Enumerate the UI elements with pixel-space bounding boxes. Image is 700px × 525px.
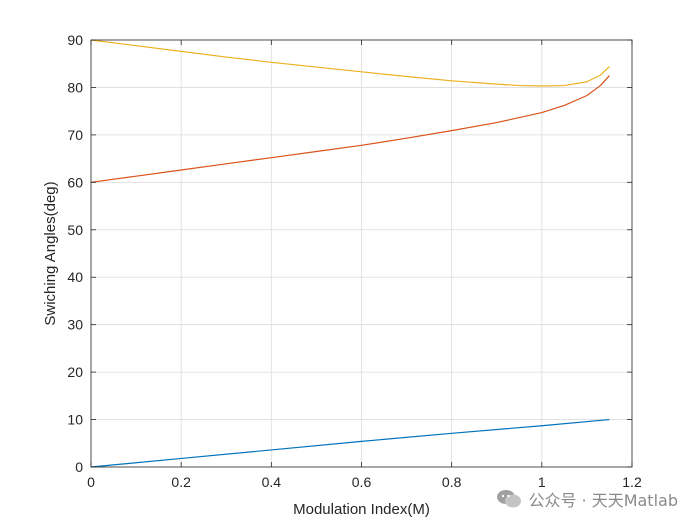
x-tick-label: 0.4: [262, 474, 282, 490]
y-tick-label: 10: [67, 412, 83, 428]
watermark-text: 公众号 · 天天Matlab: [528, 491, 678, 510]
wechat-icon: [497, 490, 522, 508]
x-tick-label: 0.6: [352, 474, 372, 490]
y-tick-label: 80: [67, 79, 83, 95]
y-tick-label: 30: [67, 317, 83, 333]
watermark: 公众号 · 天天Matlab: [496, 487, 678, 511]
series-lines: [90, 39, 610, 468]
series-line-3: [90, 39, 610, 87]
y-tick-label: 50: [67, 222, 83, 238]
x-tick-label: 1: [538, 474, 546, 490]
series-line-1: [90, 418, 610, 468]
x-tick-label: 0: [87, 474, 95, 490]
x-tick-label: 1.2: [622, 474, 642, 490]
x-tick-label: 0.8: [442, 474, 462, 490]
x-axis-label: Modulation Index(M): [293, 501, 430, 518]
y-tick-label: 90: [67, 32, 83, 48]
y-tick-label: 70: [67, 127, 83, 143]
y-axis-label: Swiching Angles(deg): [42, 181, 59, 325]
y-tick-label: 60: [67, 174, 83, 190]
y-tick-label: 40: [67, 269, 83, 285]
axis-ticks: 0 0.2 0.4 0.6 0.8 1 1.2 0 10 20 30 40 50 60 70 80 90: [67, 32, 642, 490]
y-tick-label: 0: [75, 459, 83, 475]
y-tick-label: 20: [67, 364, 83, 380]
series-line-2: [90, 75, 610, 183]
x-tick-label: 0.2: [171, 474, 191, 490]
